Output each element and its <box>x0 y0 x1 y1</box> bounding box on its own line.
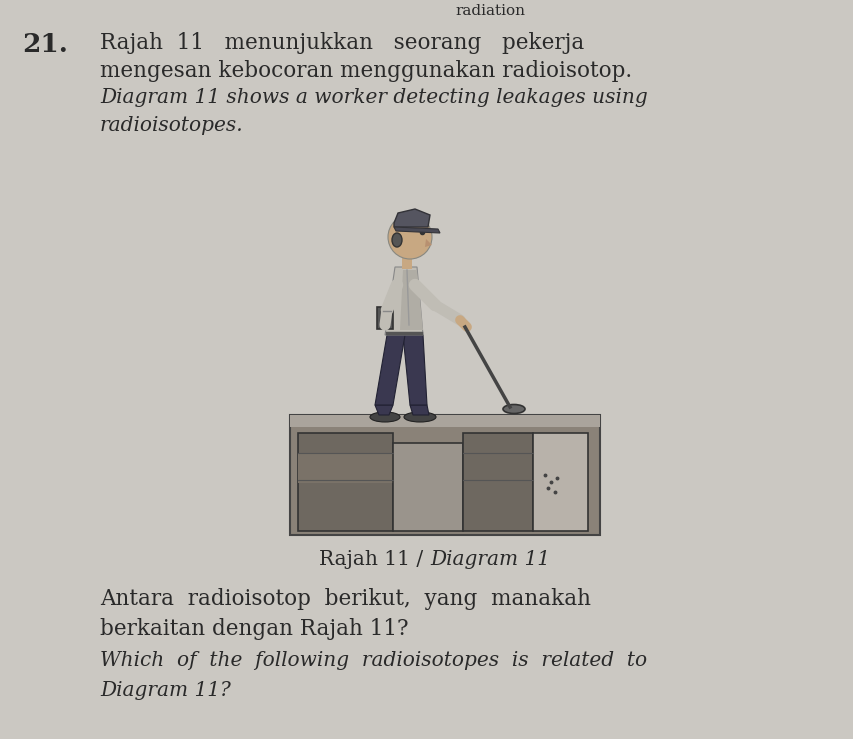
Text: 21.: 21. <box>22 32 67 57</box>
Polygon shape <box>393 227 439 233</box>
Bar <box>298 433 392 531</box>
Text: Diagram 11: Diagram 11 <box>430 550 549 569</box>
Bar <box>298 453 392 483</box>
Ellipse shape <box>502 404 525 414</box>
Text: mengesan kebocoran menggunakan radioisotop.: mengesan kebocoran menggunakan radioisot… <box>100 60 631 82</box>
Polygon shape <box>409 405 428 415</box>
Text: Which  of  the  following  radioisotopes  is  related  to: Which of the following radioisotopes is … <box>100 651 647 670</box>
Text: radiation: radiation <box>455 4 525 18</box>
Polygon shape <box>374 335 404 405</box>
Text: radioisotopes.: radioisotopes. <box>100 116 243 135</box>
Text: Rajah  11   menunjukkan   seorang   pekerja: Rajah 11 menunjukkan seorang pekerja <box>100 32 583 54</box>
Text: Antara  radioisotop  berikut,  yang  manakah: Antara radioisotop berikut, yang manakah <box>100 588 590 610</box>
Polygon shape <box>403 335 426 405</box>
Bar <box>532 433 588 531</box>
Text: berkaitan dengan Rajah 11?: berkaitan dengan Rajah 11? <box>100 618 408 640</box>
Text: Diagram 11?: Diagram 11? <box>100 681 230 700</box>
Ellipse shape <box>396 233 403 245</box>
Polygon shape <box>399 270 422 330</box>
Ellipse shape <box>369 412 399 422</box>
Ellipse shape <box>403 412 436 422</box>
Bar <box>402 253 411 269</box>
Circle shape <box>387 215 432 259</box>
Polygon shape <box>374 405 392 415</box>
Bar <box>290 415 600 535</box>
Bar <box>290 415 600 427</box>
Text: Diagram 11 shows a worker detecting leakages using: Diagram 11 shows a worker detecting leak… <box>100 88 647 107</box>
Polygon shape <box>393 209 430 227</box>
Ellipse shape <box>392 233 402 247</box>
Bar <box>462 433 532 531</box>
Polygon shape <box>385 267 422 335</box>
Bar <box>376 307 392 329</box>
Text: Rajah 11 /: Rajah 11 / <box>319 550 430 569</box>
Polygon shape <box>425 239 432 247</box>
Bar <box>392 443 462 531</box>
